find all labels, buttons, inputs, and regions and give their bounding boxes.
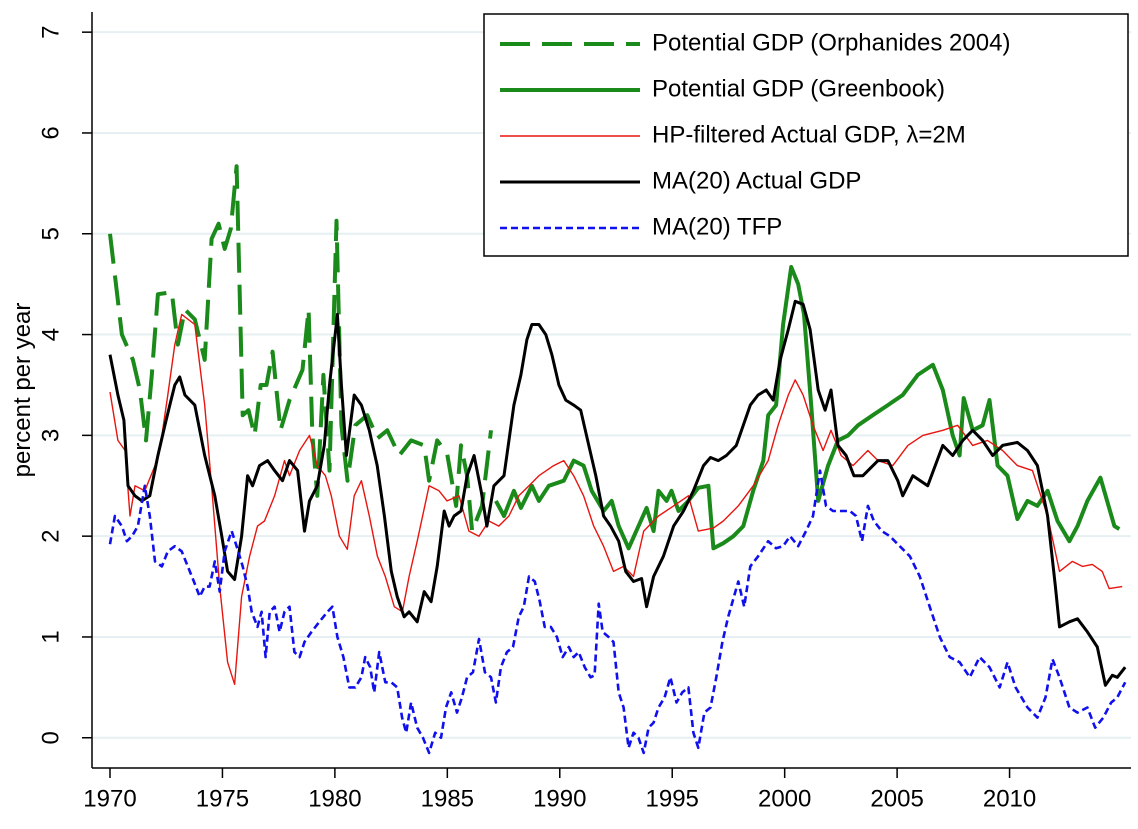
y-tick-label: 5 (37, 227, 64, 240)
y-tick-label: 7 (37, 25, 64, 38)
series-line (108, 299, 1127, 687)
y-tick-label: 4 (37, 328, 64, 341)
series-line (108, 164, 493, 534)
y-tick-label: 3 (37, 429, 64, 442)
legend-box (483, 13, 1129, 257)
x-tick-label: 2010 (983, 785, 1036, 812)
x-tick-label: 1985 (421, 785, 474, 812)
y-tick-label: 2 (37, 529, 64, 542)
series-line (494, 265, 1121, 551)
x-tick-label: 1980 (308, 785, 361, 812)
legend-label: MA(20) Actual GDP (652, 167, 861, 194)
x-tick-label: 1970 (83, 785, 136, 812)
y-axis-title: percent per year (9, 303, 36, 478)
legend-label: MA(20) TFP (652, 213, 782, 240)
x-tick-label: 1975 (196, 785, 249, 812)
legend-label: Potential GDP (Orphanides 2004) (652, 29, 1010, 56)
x-tick-label: 1990 (533, 785, 586, 812)
legend-label: HP-filtered Actual GDP, λ=2M (652, 121, 966, 148)
legend: Potential GDP (Orphanides 2004) Potential… (483, 13, 1129, 257)
series-line (108, 469, 1127, 755)
series-line (109, 313, 1123, 685)
legend-label: Potential GDP (Greenbook) (652, 75, 945, 102)
plot-lines (108, 164, 1127, 755)
y-tick-label: 6 (37, 126, 64, 139)
x-tick-label: 1995 (646, 785, 699, 812)
x-tick-label: 2000 (758, 785, 811, 812)
x-tick-label: 2005 (870, 785, 923, 812)
y-tick-label: 1 (37, 630, 64, 643)
axes: 0 1 2 3 4 5 6 7 1970 1975 1980 1985 1990 1995 2000 2005… (37, 12, 1131, 812)
y-tick-label: 0 (37, 731, 64, 744)
